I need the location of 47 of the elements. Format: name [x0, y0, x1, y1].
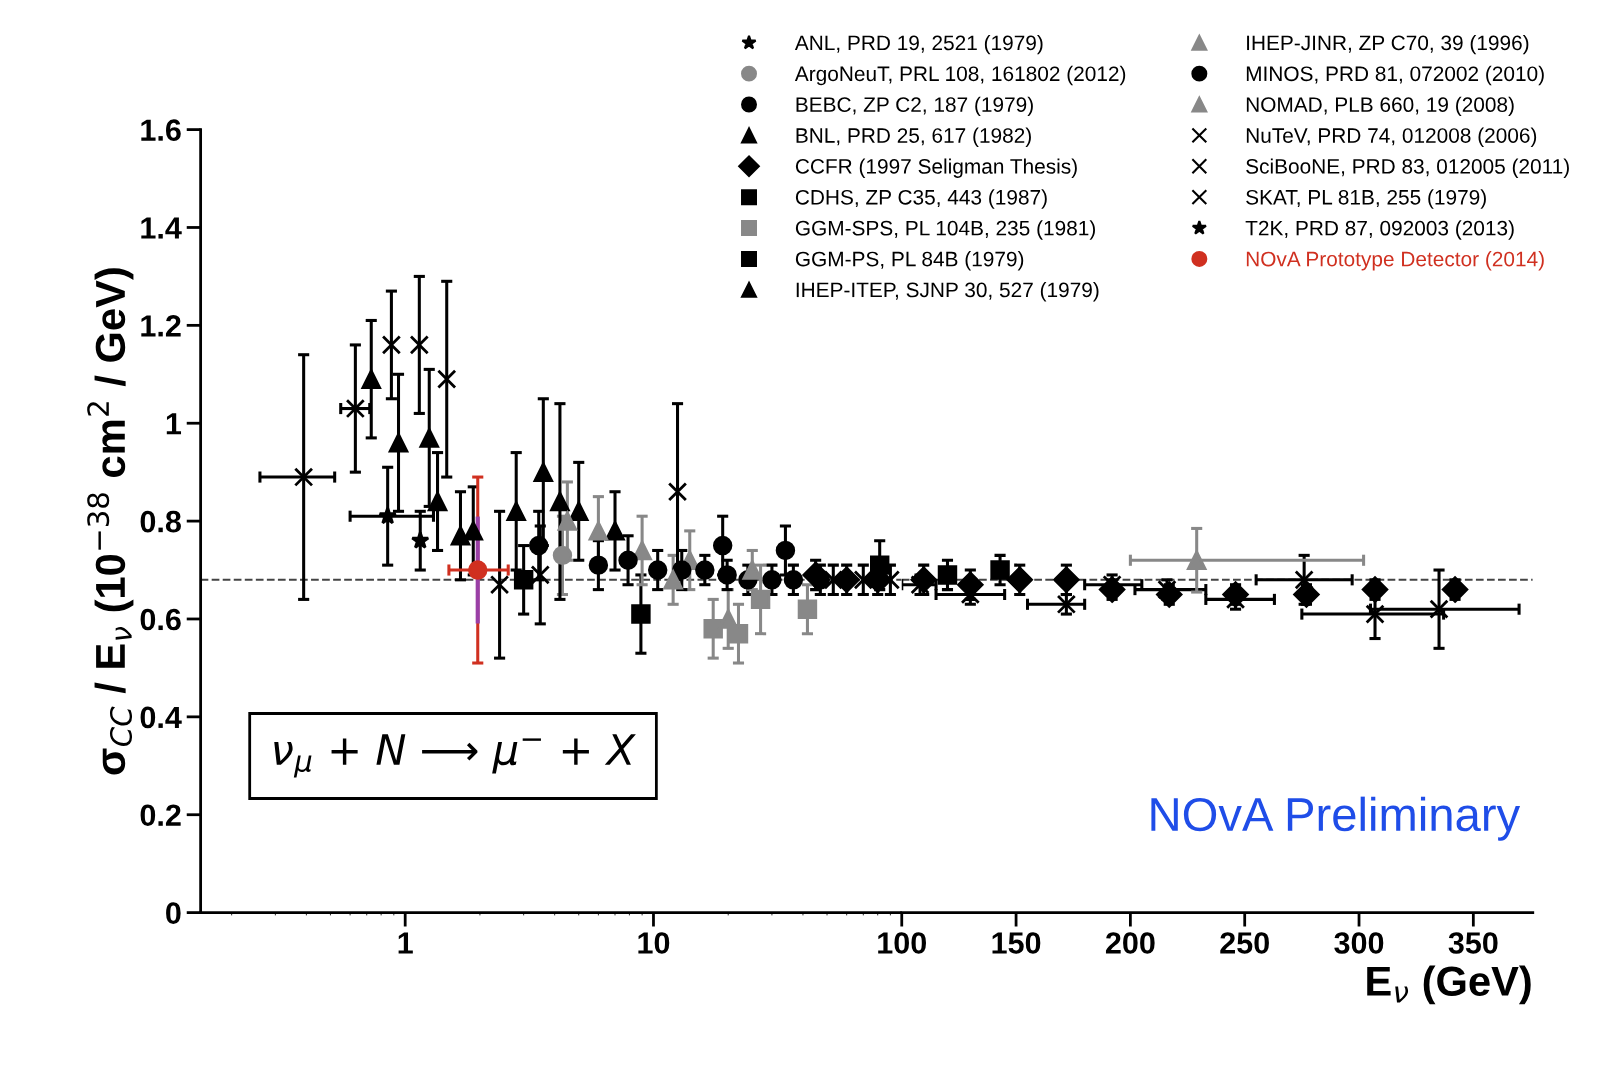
x-tick-label: 250 — [1220, 932, 1269, 954]
legend-label: ArgoNeuT, PRL 108, 161802 (2012) — [794, 65, 1126, 86]
annotation: NOvA Preliminary — [1151, 796, 1521, 841]
legend-label: MINOS, PRD 81, 072002 (2010) — [1246, 65, 1544, 86]
point — [1294, 570, 1314, 590]
point — [1441, 576, 1469, 603]
text: σ$_{CC}$ / E$_{ν}$ (10$^{−38}$ cm$^{2}$ / GeV) — [87, 268, 134, 775]
x-tick-label: 10 — [638, 932, 670, 954]
point — [1361, 576, 1389, 603]
point — [990, 560, 1010, 580]
point — [1006, 566, 1033, 593]
legend-label: ANL, PRD 19, 2521 (1979) — [794, 34, 1043, 55]
point — [1293, 581, 1320, 608]
x-tick-label: 1 — [398, 932, 413, 954]
legend-label: CDHS, ZP C35, 443 (1987) — [795, 189, 1047, 209]
x-tick-label: 150 — [992, 932, 1041, 954]
legend-label: BNL, PRD 25, 617 (1982) — [796, 127, 1031, 147]
x-axis-title: E$_{ν}$ (GeV) — [1367, 965, 1531, 1005]
annotation: ν$_{μ}$ + N ⟶ μ$^{−}$ + X — [274, 734, 636, 778]
y-tick-label: 0.6 — [140, 608, 181, 631]
legend-label: BEBC, ZP C2, 187 (1979) — [796, 96, 1033, 117]
legend-label: IHEP-JINR, ZP C70, 39 (1996) — [1247, 34, 1529, 55]
y-tick-label: 0.8 — [140, 510, 181, 533]
legend-label: CCFR (1997 Seligman Thesis) — [795, 158, 1077, 178]
x-tick-label: 300 — [1334, 932, 1384, 954]
legend-label: IHEP-ITEP, SJNP 30, 527 (1979) — [796, 281, 1099, 302]
point — [1429, 599, 1449, 619]
legend-label: T2K, PRD 87, 092003 (2013) — [1245, 220, 1514, 240]
y-tick-label: 1.2 — [141, 315, 181, 337]
legend-label: SKAT, PL 81B, 255 (1979) — [1246, 189, 1486, 209]
x-tick-label: 350 — [1448, 932, 1498, 954]
y-tick-label: 1.4 — [141, 217, 182, 239]
y-tick-label: 1 — [166, 413, 182, 435]
y-tick-label: 0.2 — [140, 804, 181, 827]
legend-label: NOvA Prototype Detector (2014) — [1246, 251, 1544, 271]
y-tick-label: 1.6 — [141, 119, 181, 141]
legend-label: GGM-SPS, PL 104B, 235 (1981) — [795, 220, 1095, 240]
legend-label: SciBooNE, PRD 83, 012005 (2011) — [1246, 158, 1569, 178]
x-tick-label: 100 — [878, 932, 926, 954]
point — [1186, 550, 1207, 570]
y-tick-label: 0 — [166, 902, 181, 924]
y-tick-label: 0.4 — [140, 706, 182, 729]
point — [937, 565, 958, 585]
legend-label: GGM-PS, PL 84B (1979) — [795, 251, 1024, 271]
legend-label: NOMAD, PLB 660, 19 (2008) — [1246, 96, 1514, 117]
x-tick-label: 200 — [1105, 932, 1155, 954]
legend-label: NuTeV, PRD 74, 012008 (2006) — [1246, 127, 1537, 147]
